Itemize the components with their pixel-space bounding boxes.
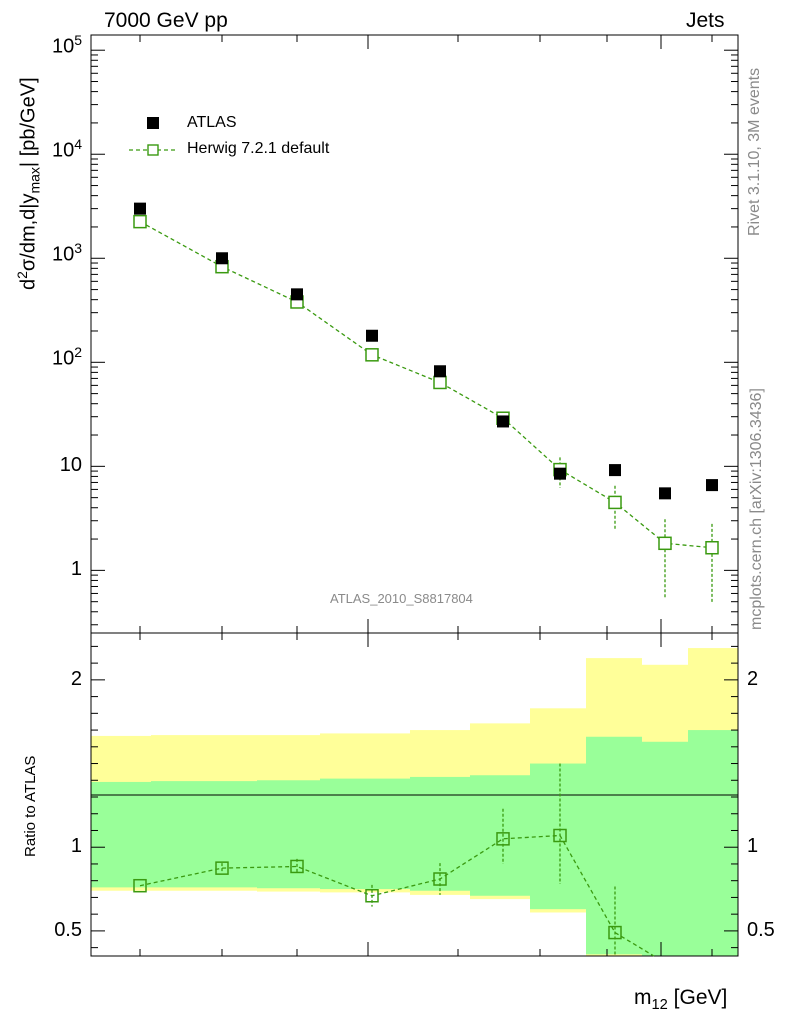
ratio-y-tick-label-right: 1 [747,835,759,858]
band-inner-segment [688,730,738,956]
legend-herwig-marker [147,144,159,156]
band-inner-segment [91,781,151,888]
herwig-point [365,348,379,362]
main-y-tick-label: 103 [51,240,82,266]
ratio-y-tick-label-right: 2 [747,667,759,690]
rivet-label: Rivet 3.1.10, 3M events [746,67,763,236]
band-inner-segment [586,736,642,955]
ratio-series [133,763,655,957]
main-series [133,202,719,604]
ratio-y-tick-label: 2 [70,667,82,690]
legend-herwig-label: Herwig 7.2.1 default [187,140,330,157]
ratio-y-axis-label: Ratio to ATLAS [22,755,39,857]
band-inner-segment [530,763,586,910]
axis-ticks [91,35,738,956]
atlas-point [434,365,446,378]
band-inner-segment [470,775,530,896]
atlas-point [706,479,718,492]
atlas-point [216,252,228,265]
ratio-point [215,861,229,875]
band-inner-segment [320,778,410,890]
legend-atlas-marker [147,117,159,129]
atlas-point [554,467,566,480]
band-inner-segment [257,780,320,889]
ratio-point [553,828,567,843]
ratio-y-tick-label: 1 [70,835,82,858]
herwig-point [608,495,622,510]
atlas-point [659,487,671,500]
main-y-tick-label: 10 [59,454,82,477]
atlas-point [134,202,146,215]
ratio-point [290,859,304,874]
ratio-point [496,832,510,846]
main-y-tick-label: 1 [70,558,82,581]
ratio-point [365,889,379,903]
left-title: 7000 GeV pp [104,9,228,32]
ratio-point [608,925,622,940]
herwig-point [133,214,147,229]
ratio-line [139,834,655,957]
main-y-axis-label: d2σ/dm,d|ymax| [pb/GeV] [14,77,43,290]
ratio-bands [91,648,738,956]
ratio-y-tick-label-right: 0.5 [747,918,775,941]
mcplots-label: mcplots.cern.ch [arXiv:1306.3436] [748,388,765,630]
atlas-point [291,288,303,301]
herwig-point [705,540,719,555]
main-y-tick-label: 102 [51,344,82,370]
band-inner-segment [410,776,470,891]
herwig-point [658,536,672,551]
x-axis-label: m12 [GeV] [634,986,728,1014]
atlas-point [609,464,621,477]
band-inner-segment [151,781,257,888]
atlas-point [497,415,509,428]
herwig-point [433,375,447,390]
band-inner-segment [642,741,688,956]
analysis-watermark: ATLAS_2010_S8817804 [330,591,473,606]
main-y-tick-label: 104 [51,136,82,162]
ratio-point [433,872,447,886]
main-y-tick-label: 105 [51,32,82,58]
right-title: Jets [686,9,725,32]
legend-atlas-label: ATLAS [187,114,237,131]
herwig-line [139,221,713,549]
atlas-point [366,329,378,342]
ratio-y-tick-label: 0.5 [54,918,82,941]
ratio-point [133,878,147,893]
